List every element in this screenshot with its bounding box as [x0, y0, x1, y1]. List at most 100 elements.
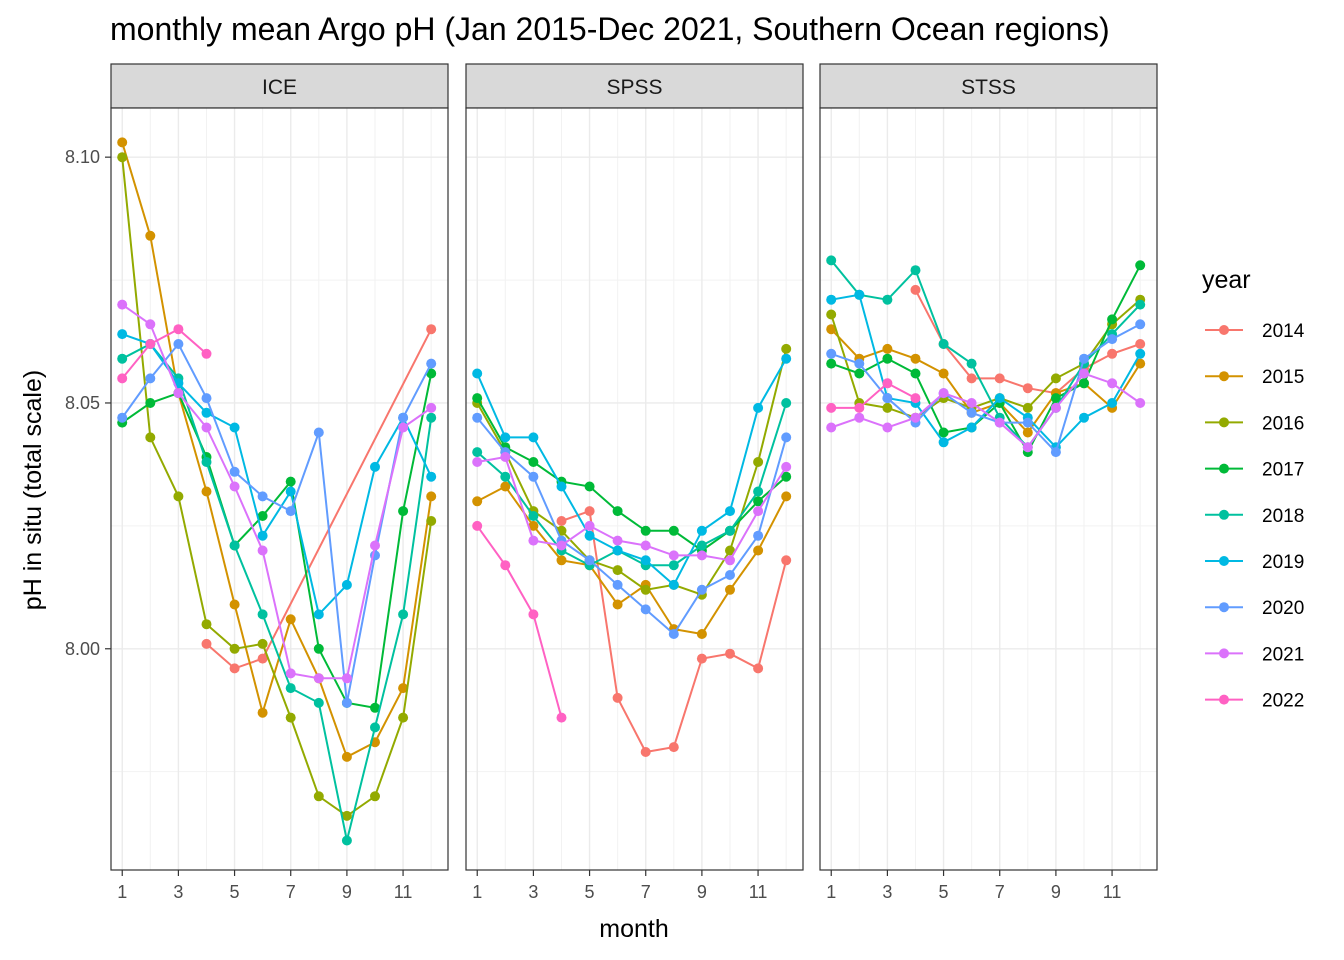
series-line-2015	[476, 485, 788, 636]
data-point-2019	[725, 506, 735, 517]
data-point-2014	[696, 653, 707, 664]
data-point-2018	[725, 525, 735, 536]
data-point-2017	[285, 476, 296, 487]
panel-strip-label: STSS	[961, 76, 1016, 99]
data-point-2018	[826, 255, 837, 266]
data-point-2021	[201, 422, 212, 433]
panel-strip-label: ICE	[262, 76, 297, 99]
series-line-2018	[476, 402, 788, 567]
data-point-2022	[173, 324, 184, 335]
legend-key-point	[1219, 371, 1229, 382]
data-point-2017	[854, 368, 865, 379]
data-point-2018	[201, 457, 212, 467]
data-point-2014	[612, 692, 623, 703]
data-point-2021	[1022, 442, 1033, 453]
panel-border	[465, 107, 804, 871]
series-line-2022	[121, 327, 208, 380]
data-point-2020	[1135, 319, 1146, 330]
data-point-2020	[1079, 353, 1089, 364]
data-point-2019	[826, 294, 837, 305]
x-tick-label: 5	[939, 882, 949, 902]
data-point-2015	[826, 324, 837, 335]
data-point-2021	[257, 545, 268, 556]
data-point-2014	[753, 663, 764, 674]
legend-item-2016: 2016	[1205, 413, 1304, 434]
data-point-2019	[1079, 412, 1089, 423]
data-point-2017	[1107, 314, 1118, 325]
data-point-2021	[753, 506, 764, 517]
panel-stss: STSS 1 3 5 7 9 11	[819, 63, 1158, 902]
data-point-2022	[910, 393, 921, 404]
data-point-2016	[145, 432, 156, 443]
legend-item-2022: 2022	[1205, 691, 1304, 712]
data-point-2015	[1022, 427, 1033, 438]
data-point-2020	[753, 530, 764, 541]
legend-key-point	[1219, 325, 1229, 335]
data-point-2015	[285, 614, 296, 625]
data-point-2014	[584, 506, 595, 517]
legend-item-2018: 2018	[1205, 506, 1304, 527]
data-point-2020	[826, 348, 837, 359]
data-point-2022	[882, 378, 893, 389]
data-point-2016	[753, 457, 764, 467]
x-tick-label: 3	[882, 882, 892, 902]
data-point-2016	[370, 791, 380, 802]
data-point-2021	[1107, 378, 1118, 389]
data-point-2018	[882, 294, 893, 305]
data-point-2021	[398, 422, 409, 433]
data-point-2015	[725, 584, 735, 595]
data-point-2017	[882, 353, 893, 364]
data-point-2017	[612, 506, 623, 517]
data-point-2021	[370, 540, 380, 551]
data-point-2014	[781, 555, 792, 566]
data-point-2016	[826, 309, 837, 320]
data-point-2015	[910, 353, 921, 364]
data-point-2015	[528, 520, 539, 531]
legend-item-2017: 2017	[1205, 460, 1304, 481]
y-tick-label: 8.10	[65, 147, 100, 167]
data-point-2017	[910, 368, 921, 379]
data-point-2018	[781, 398, 792, 408]
data-point-2021	[173, 388, 184, 399]
data-point-2016	[725, 545, 735, 556]
panels-group: ICE 1 3 5 7 9 11 8.00 8.05 8.10 SPSS 1 3 5 7 9 11 STSS 1 3 5…	[65, 63, 1158, 902]
series-line-2020	[830, 323, 1141, 455]
data-point-2021	[910, 412, 921, 423]
data-point-2019	[781, 353, 792, 364]
data-point-2019	[753, 402, 764, 413]
x-tick-label: 5	[230, 882, 240, 902]
data-point-2014	[426, 324, 437, 335]
data-point-2020	[696, 584, 707, 595]
legend-key-point	[1219, 694, 1229, 705]
data-point-2019	[313, 609, 324, 620]
data-point-2018	[938, 339, 949, 349]
data-point-2019	[472, 368, 483, 379]
data-point-2020	[612, 579, 623, 590]
data-point-2016	[1050, 373, 1061, 384]
data-point-2020	[668, 629, 679, 639]
data-point-2019	[556, 481, 567, 492]
data-point-2021	[117, 299, 128, 310]
legend-label: 2018	[1262, 506, 1304, 527]
data-point-2019	[257, 530, 268, 541]
legend-label: 2021	[1262, 644, 1304, 665]
y-tick-label: 8.05	[65, 393, 100, 413]
data-point-2017	[640, 525, 651, 536]
series-line-2021	[477, 455, 788, 562]
data-point-2017	[370, 702, 380, 713]
x-tick-label: 9	[697, 882, 707, 902]
legend-item-2019: 2019	[1205, 552, 1304, 573]
data-point-2014	[725, 648, 735, 659]
data-point-2022	[826, 402, 837, 413]
data-point-2015	[612, 599, 623, 610]
data-point-2020	[854, 358, 865, 369]
data-point-2018	[528, 511, 539, 521]
data-point-2016	[882, 402, 893, 413]
x-tick-label: 1	[472, 882, 482, 902]
data-point-2016	[313, 791, 324, 802]
data-point-2015	[882, 343, 893, 354]
data-point-2021	[500, 452, 511, 462]
data-point-2017	[472, 393, 483, 404]
data-point-2015	[341, 751, 352, 762]
legend-key-point	[1219, 417, 1229, 428]
